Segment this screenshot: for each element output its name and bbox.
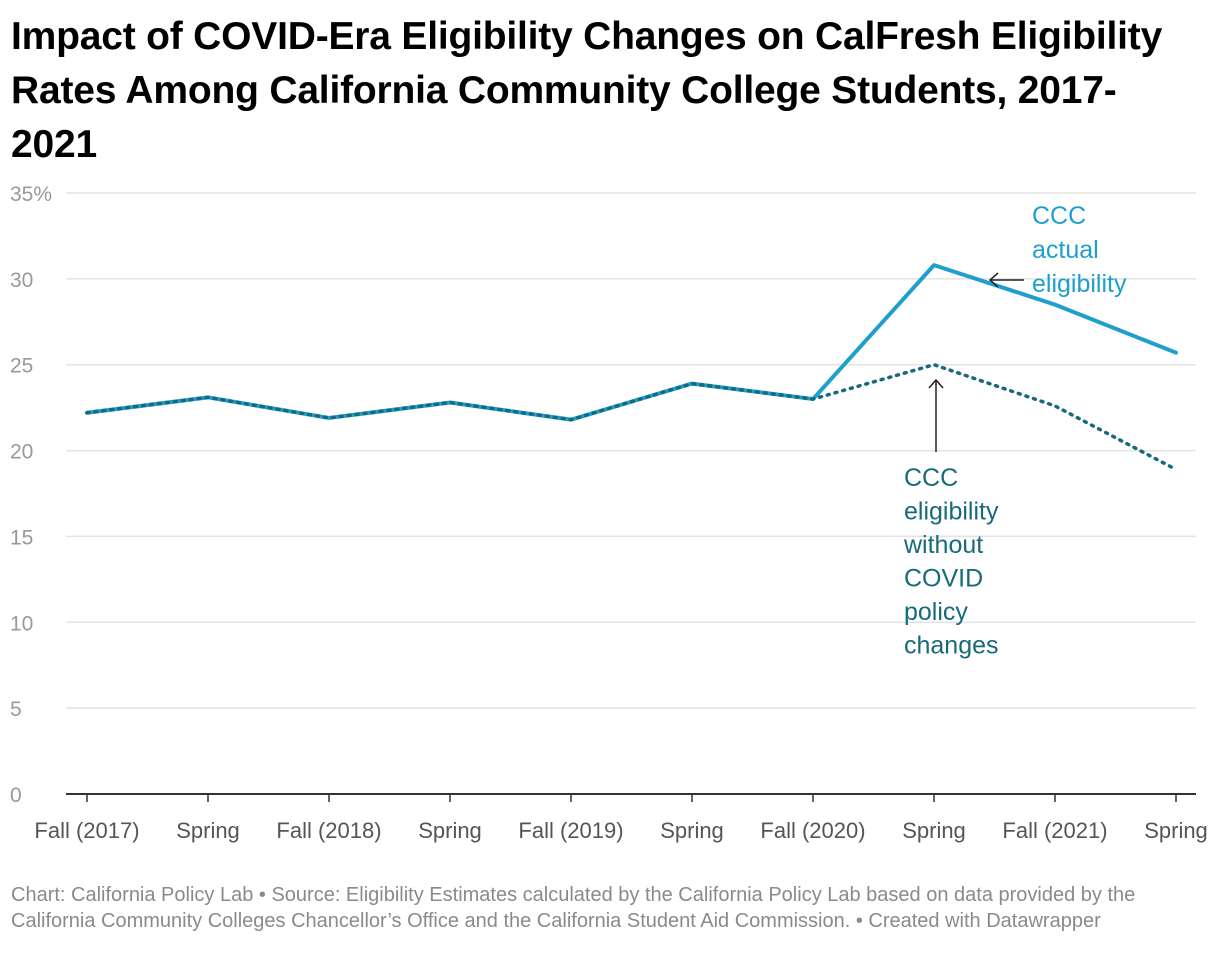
annotation-arrowhead-actual — [988, 272, 999, 288]
y-tick-label: 30 — [10, 269, 33, 292]
y-tick-label: 0 — [10, 784, 22, 807]
x-tick-label: Fall (2018) — [276, 818, 381, 843]
annotation-without-covid-line: COVID — [904, 565, 983, 593]
y-tick-label: 5 — [10, 698, 22, 721]
x-axis-ticks — [86, 794, 1177, 802]
annotation-without-covid-line: CCC — [904, 464, 958, 492]
annotation-actual-line: actual — [1032, 236, 1099, 264]
x-tick-label: Spring — [902, 818, 966, 843]
x-tick-label: Spring — [660, 818, 724, 843]
chart-title: Impact of COVID-Era Eligibility Changes … — [11, 15, 1163, 166]
annotation-without-covid-line: policy — [904, 598, 968, 626]
series-line-actual — [85, 263, 1178, 422]
x-tick-label: Fall (2020) — [760, 818, 865, 843]
series-line-without-covid — [85, 362, 1178, 472]
annotation-without-covid-line: changes — [904, 632, 999, 660]
y-axis-labels: 35% 30 25 20 15 10 5 0 — [10, 183, 52, 807]
x-tick-label: Spring — [1144, 818, 1208, 843]
x-tick-label: Fall (2017) — [34, 818, 139, 843]
chart-footer: Chart: California Policy Lab • Source: E… — [11, 884, 1136, 932]
gridlines — [66, 192, 1196, 709]
x-tick-label: Fall (2021) — [1002, 818, 1107, 843]
y-tick-label: 10 — [10, 612, 33, 635]
series-lines — [85, 263, 1178, 472]
y-tick-label: 20 — [10, 441, 33, 464]
annotation-without-covid-line: without — [903, 531, 983, 559]
x-axis-labels: Fall (2017) Spring Fall (2018) Spring Fall (… — [34, 818, 1207, 843]
annotation-without-covid-line: eligibility — [904, 498, 999, 526]
y-tick-label: 15 — [10, 526, 33, 549]
annotation-actual-line: CCC — [1032, 202, 1086, 230]
y-tick-label: 25 — [10, 355, 33, 378]
x-tick-label: Fall (2019) — [518, 818, 623, 843]
y-tick-label: 35% — [10, 183, 52, 206]
x-tick-label: Spring — [418, 818, 482, 843]
annotation-arrowhead-without-covid — [928, 378, 944, 389]
x-tick-label: Spring — [176, 818, 240, 843]
annotations: CCC actual eligibility CCC eligibility withou… — [903, 202, 1127, 660]
annotation-actual-line: eligibility — [1032, 270, 1127, 298]
